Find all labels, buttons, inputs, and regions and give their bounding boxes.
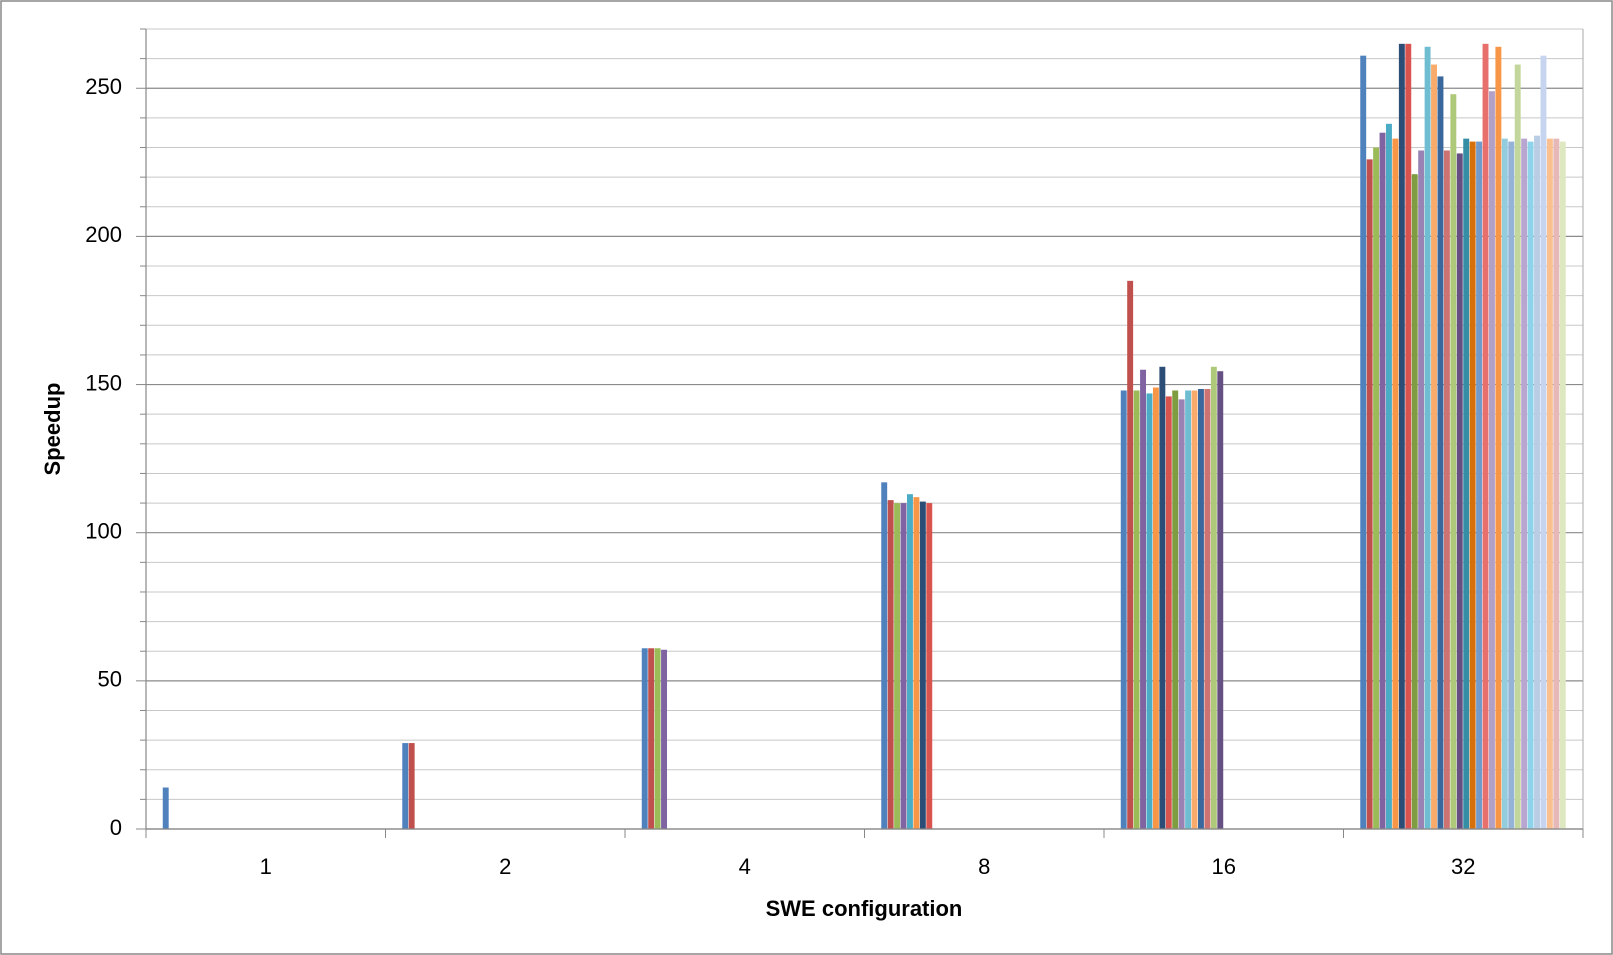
y-tick-label: 250 [85,74,122,99]
bar [1418,150,1425,830]
bar [1482,43,1489,829]
bar [900,503,907,829]
y-tick-label: 200 [85,222,122,247]
bar [1476,141,1483,829]
x-tick-label: 2 [499,854,511,879]
x-tick-label: 16 [1212,854,1236,879]
bar [1165,396,1172,829]
bar [1456,153,1463,829]
y-tick-label: 150 [85,370,122,395]
y-tick-label: 50 [98,667,122,692]
bar [881,482,888,829]
bar [1152,387,1159,829]
bar [1521,138,1528,829]
bar [1559,141,1566,829]
y-tick-label: 100 [85,519,122,544]
bar [641,648,648,829]
bar [1534,135,1540,829]
bar [1198,389,1204,829]
bar [1185,390,1192,829]
bar [1140,369,1146,829]
bar [1501,138,1508,829]
bar [1527,141,1534,829]
x-tick-label: 4 [739,854,751,879]
bar [1553,138,1560,829]
bar [1443,150,1450,830]
bar [1127,280,1134,830]
bar [162,787,169,829]
x-tick-label: 8 [978,854,990,879]
x-axis-title: SWE configuration [766,896,963,921]
bar [919,501,926,829]
bar [661,649,667,829]
bar [1159,366,1166,829]
bar [1191,390,1198,829]
y-tick-label: 0 [110,815,122,840]
bar [402,743,409,829]
bar [1360,55,1367,829]
bar [1392,138,1399,829]
bar [1431,64,1437,830]
bar [1424,46,1431,830]
bar [1133,390,1140,829]
bar [1373,147,1380,829]
bar [1210,366,1217,829]
bar [1508,141,1515,829]
bar [913,497,920,829]
bar [1450,94,1457,830]
y-axis-title: Speedup [40,383,65,476]
bar [907,494,913,829]
bar [1172,390,1179,829]
bar [1178,399,1185,829]
bar [1146,393,1153,829]
bar [1386,123,1392,829]
bar [654,648,661,829]
bar [1405,43,1412,829]
bar [1379,132,1386,829]
bar [926,503,933,829]
bar [1514,64,1521,830]
x-tick-label: 32 [1451,854,1475,879]
bar [408,743,415,829]
x-tick-label: 1 [260,854,272,879]
bar [1437,76,1444,829]
bar [1546,138,1553,829]
bar [1120,390,1127,829]
bar [1488,91,1495,829]
bar [1495,46,1502,830]
bar [1411,174,1418,829]
bar [1217,371,1224,829]
bar [887,500,894,829]
bar [1540,55,1547,829]
bar [1469,141,1476,829]
bar [1204,389,1211,829]
bar [1398,43,1405,829]
bar [648,648,655,829]
bar [1463,138,1470,829]
bar [1366,159,1373,830]
bar [894,503,901,829]
